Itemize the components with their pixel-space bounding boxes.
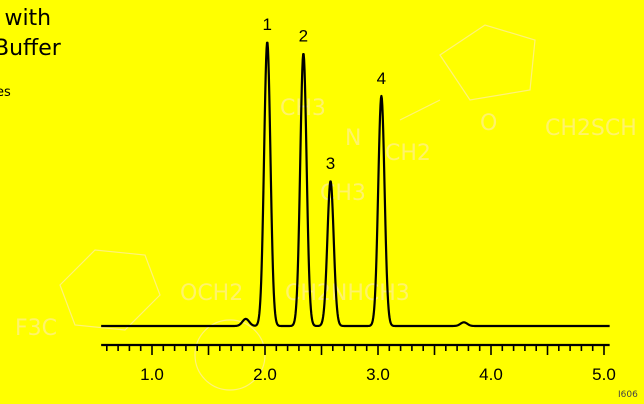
watermark-label: CH3 xyxy=(320,181,366,206)
x-tick-label: 4.0 xyxy=(479,365,503,384)
watermark-label: F3C xyxy=(15,316,57,341)
watermark-label: OCH2 xyxy=(180,281,243,306)
figure-id: I606 xyxy=(618,390,638,400)
watermark-label: CH2 xyxy=(385,141,431,166)
peak-label: 1 xyxy=(263,15,272,34)
x-tick-label: 5.0 xyxy=(592,365,616,384)
x-tick-label: 2.0 xyxy=(253,365,277,384)
subtitle: es xyxy=(0,85,11,100)
watermark-label: N xyxy=(345,126,361,151)
signal-trace xyxy=(100,41,611,328)
x-tick-label: 3.0 xyxy=(366,365,390,384)
watermark-label: CH2NHCH3 xyxy=(285,281,410,306)
watermark-label: CH3 xyxy=(280,96,326,121)
title-line-2: Buffer xyxy=(0,36,61,61)
x-tick-label: 1.0 xyxy=(140,365,164,384)
watermark-label: CH2SCH xyxy=(545,116,637,141)
peak-label: 2 xyxy=(299,26,308,45)
title-line-1: s with xyxy=(0,6,52,31)
watermark-structure: CH3 N CH2 CH2SCH CH3 OCH2 CH2NHCH3 F3C O xyxy=(15,24,637,391)
peak-label: 3 xyxy=(326,154,335,173)
peak-label: 4 xyxy=(377,69,386,88)
watermark-label: O xyxy=(480,111,497,136)
